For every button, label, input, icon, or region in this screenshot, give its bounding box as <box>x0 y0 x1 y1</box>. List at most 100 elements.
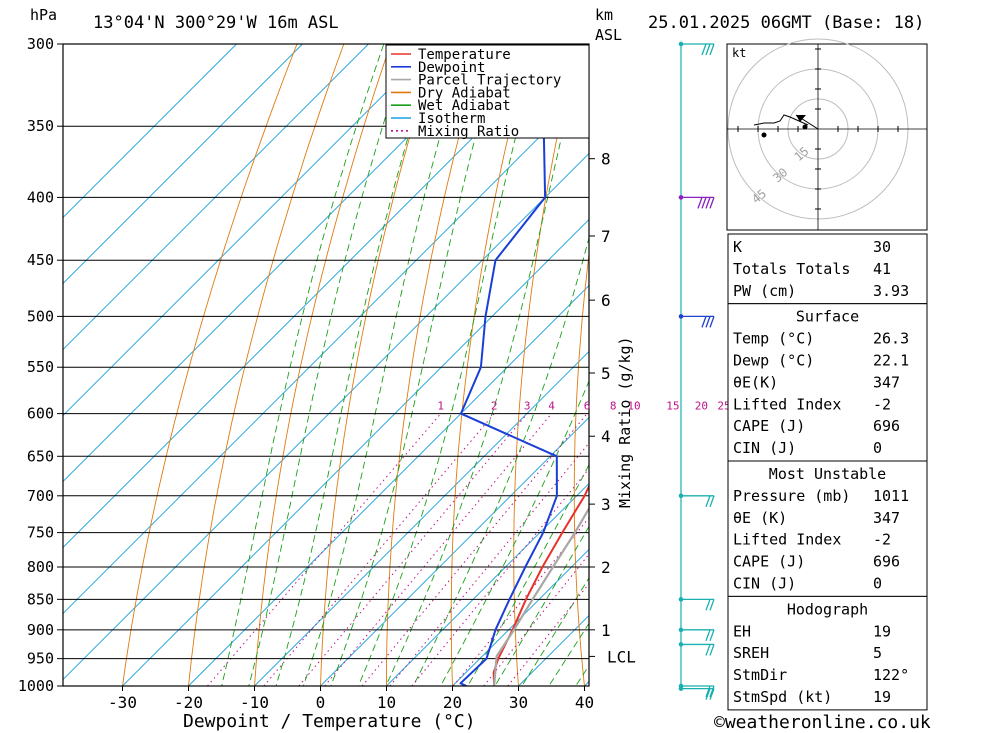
isotherm-line <box>63 44 369 351</box>
x-axis-label: Dewpoint / Temperature (°C) <box>183 711 476 732</box>
pressure-label: 350 <box>27 117 54 135</box>
hodograph-marker <box>802 124 808 130</box>
isotherm-line <box>63 86 589 615</box>
isotherm-line <box>63 44 435 417</box>
index-value: 5 <box>873 644 882 662</box>
km-tick-label: 8 <box>601 150 611 169</box>
hodograph-indices-title: Hodograph <box>787 600 868 618</box>
index-label: Totals Totals <box>733 260 850 278</box>
copyright: ©weatheronline.co.uk <box>714 712 931 733</box>
wind-barb-feather <box>709 197 715 209</box>
wind-barb-feather <box>709 644 715 656</box>
mixing-ratio-lines <box>207 413 589 686</box>
isotherm-line <box>122 218 589 686</box>
pressure-label: 600 <box>27 405 54 423</box>
wind-barb-feather <box>705 197 711 209</box>
x-tick-label: -20 <box>174 693 203 712</box>
km-tick-label: 4 <box>601 427 611 446</box>
mixing-ratio-label: 1 <box>437 400 444 413</box>
location-title: 13°04'N 300°29'W 16m ASL <box>93 13 339 33</box>
wind-barb-feather <box>705 629 711 642</box>
wet-adiabat-line <box>221 44 385 686</box>
km-axis-ticks: 8 7 6 5 4 3 2 1 LCL <box>589 150 636 666</box>
index-label: Pressure (mb) <box>733 487 850 505</box>
pressure-label: 700 <box>27 487 54 505</box>
hodograph-trace <box>753 114 809 126</box>
legend-label-dewpoint: Dewpoint <box>418 60 485 76</box>
wind-barb-feather <box>701 316 707 328</box>
mixing-ratio-label: 15 <box>666 400 679 413</box>
x-tick-label: 10 <box>377 693 396 712</box>
index-value: 19 <box>873 622 891 640</box>
isotherm-line <box>320 416 589 686</box>
dry-adiabat-line <box>122 44 298 686</box>
index-value: 0 <box>873 439 882 457</box>
index-value: 3.93 <box>873 282 909 300</box>
pressure-label: 300 <box>27 35 54 53</box>
wind-barb-feather <box>705 644 711 656</box>
index-value: 26.3 <box>873 330 909 348</box>
wind-barb-feather <box>705 685 711 698</box>
isotherm-line <box>63 44 501 483</box>
mixing-ratio-line <box>324 413 552 686</box>
index-label: θE (K) <box>733 509 787 527</box>
wet-adiabat-line <box>467 463 589 686</box>
index-label: Dewp (°C) <box>733 352 814 370</box>
wind-barb-feather <box>705 599 711 611</box>
isotherm-line <box>254 350 589 686</box>
index-label: PW (cm) <box>733 282 796 300</box>
index-value: -2 <box>873 531 891 549</box>
mixing-ratio-label: 8 <box>610 400 617 413</box>
mixing-ratio-label: 2 <box>491 400 498 413</box>
most-unstable-title: Most Unstable <box>769 465 886 483</box>
index-value: -2 <box>873 395 891 413</box>
wind-barb-feather <box>701 43 707 56</box>
x-tick-label: 30 <box>509 693 528 712</box>
asl-label: ASL <box>595 26 622 44</box>
pressure-label: 500 <box>27 307 54 325</box>
most-unstable-box <box>727 460 928 597</box>
legend-label-parcel: Parcel Trajectory <box>418 73 561 89</box>
parcel-profile-line <box>493 506 589 686</box>
dry-adiabat-line <box>633 0 692 712</box>
pressure-label: 950 <box>27 650 54 668</box>
plot-frame <box>62 43 590 687</box>
index-label: Lifted Index <box>733 531 841 549</box>
wind-barb-feather <box>709 599 715 611</box>
pressure-label: 800 <box>27 558 54 576</box>
basic-indices-box <box>727 233 928 305</box>
wind-barb-feather <box>697 197 703 209</box>
legend-label-dry_adiabat: Dry Adiabat <box>418 85 511 101</box>
index-value: 30 <box>873 238 891 256</box>
wind-barbs <box>678 41 715 700</box>
index-value: 22.1 <box>873 352 909 370</box>
index-label: StmDir <box>733 666 787 684</box>
pressure-label: 750 <box>27 524 54 542</box>
mixing-ratio-line <box>389 442 589 686</box>
x-tick-label: -30 <box>108 693 137 712</box>
index-label: Temp (°C) <box>733 330 814 348</box>
skewt-plot-area <box>63 0 692 712</box>
km-tick-label: LCL <box>607 647 636 666</box>
index-label: CIN (J) <box>733 575 796 593</box>
index-value: 122° <box>873 666 909 684</box>
wind-barb-feather <box>709 688 715 700</box>
wind-barb-feather <box>709 495 715 508</box>
index-value: 41 <box>873 260 891 278</box>
mixing-ratio-line <box>298 413 528 686</box>
wind-barb-feather <box>709 43 715 56</box>
mixing-ratio-line <box>263 413 495 686</box>
isotherm-line <box>63 152 589 681</box>
wind-barb-feather <box>705 495 711 508</box>
isotherm-line <box>63 44 237 219</box>
wind-barb-feather <box>705 316 711 328</box>
x-tick-label: 0 <box>316 693 326 712</box>
index-value: 347 <box>873 373 900 391</box>
mixing-ratio-label: 10 <box>627 400 640 413</box>
index-value: 696 <box>873 417 900 435</box>
pressure-axis-labels: 300 350 400 450 500 550 600 650 700 750 800 850 900 9… <box>18 35 63 695</box>
wet-adiabat-line <box>357 44 540 686</box>
isotherm-line <box>452 548 589 686</box>
wet-adiabat-line <box>275 44 437 686</box>
